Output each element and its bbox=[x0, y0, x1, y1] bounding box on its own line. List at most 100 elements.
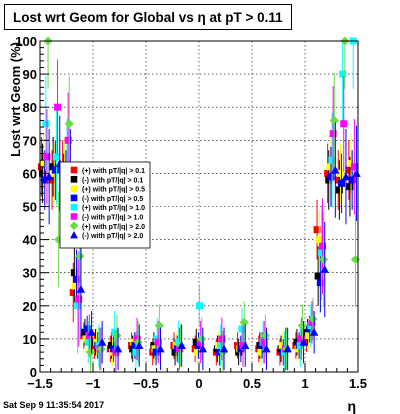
y-axis-label: Lost wrt Geom (%) bbox=[8, 42, 23, 157]
data-point bbox=[260, 338, 268, 346]
x-tick-label: 1 bbox=[301, 376, 308, 391]
data-point bbox=[174, 338, 182, 346]
data-point bbox=[193, 348, 201, 356]
data-point bbox=[339, 70, 347, 78]
data-point bbox=[297, 321, 307, 331]
legend-label: (+) with pT/|q| > 2.0 bbox=[82, 224, 145, 231]
x-tick-label: 0 bbox=[195, 376, 202, 391]
data-point bbox=[308, 314, 318, 324]
data-point bbox=[218, 335, 226, 343]
data-point bbox=[305, 332, 313, 340]
data-point bbox=[197, 334, 207, 344]
y-tick-label: 90 bbox=[23, 67, 37, 82]
data-point bbox=[257, 348, 265, 356]
data-point bbox=[309, 328, 319, 336]
legend-label: (+) with pT/|q| > 1.0 bbox=[82, 205, 145, 212]
data-point bbox=[73, 275, 81, 283]
data-point bbox=[335, 186, 343, 194]
data-point bbox=[133, 337, 143, 347]
x-axis-label: η bbox=[347, 398, 356, 414]
series bbox=[43, 36, 360, 372]
data-point bbox=[198, 344, 208, 353]
y-tick-label: 10 bbox=[23, 332, 37, 347]
data-point bbox=[74, 302, 82, 310]
legend-marker bbox=[70, 166, 78, 174]
legend-label: (-) with pT/|q| > 0.1 bbox=[82, 177, 143, 184]
footer-timestamp: Sat Sep 9 11:35:54 2017 bbox=[3, 400, 105, 410]
data-point bbox=[40, 159, 48, 167]
y-tick-label: 100 bbox=[15, 34, 37, 49]
legend-label: (+) with pT/|q| > 0.5 bbox=[82, 187, 145, 194]
data-point bbox=[262, 344, 271, 353]
data-point bbox=[83, 325, 91, 333]
data-point bbox=[341, 172, 351, 181]
data-point bbox=[299, 338, 308, 346]
data-point bbox=[85, 347, 95, 357]
data-point bbox=[42, 120, 50, 128]
legend-marker bbox=[70, 194, 78, 202]
data-point bbox=[52, 153, 60, 161]
data-point bbox=[75, 251, 85, 261]
data-point bbox=[177, 341, 186, 350]
data-point bbox=[326, 163, 334, 171]
x-tick-label: 0.5 bbox=[243, 376, 261, 391]
legend-marker bbox=[70, 213, 78, 220]
data-point bbox=[329, 115, 339, 125]
legend-marker bbox=[69, 221, 79, 231]
y-tick-label: 60 bbox=[23, 166, 37, 181]
data-point bbox=[75, 295, 83, 303]
data-point bbox=[87, 328, 96, 336]
data-point bbox=[239, 317, 249, 327]
data-point bbox=[328, 156, 336, 164]
data-point bbox=[41, 176, 49, 184]
y-tick-label: 70 bbox=[23, 133, 37, 148]
y-tick-label: 30 bbox=[23, 266, 37, 281]
y-tick-label: 20 bbox=[23, 299, 37, 314]
data-point bbox=[96, 344, 106, 354]
data-point bbox=[316, 279, 324, 287]
y-tick-label: 50 bbox=[23, 200, 37, 215]
data-point bbox=[319, 254, 329, 265]
data-point bbox=[327, 173, 335, 181]
data-point bbox=[297, 335, 305, 343]
data-point bbox=[336, 169, 344, 177]
data-point bbox=[64, 119, 74, 129]
data-point bbox=[313, 226, 321, 234]
data-point bbox=[113, 344, 123, 353]
data-point bbox=[331, 165, 340, 174]
data-point bbox=[135, 341, 144, 350]
data-point bbox=[43, 153, 51, 161]
data-point bbox=[241, 341, 250, 350]
data-point bbox=[340, 120, 348, 128]
x-tick-label: −0.5 bbox=[133, 376, 159, 391]
data-point bbox=[346, 183, 354, 191]
data-point bbox=[320, 265, 329, 273]
data-point bbox=[154, 321, 164, 331]
x-tick-label: 1.5 bbox=[349, 376, 367, 391]
data-point bbox=[84, 338, 92, 346]
legend-marker bbox=[70, 231, 78, 239]
data-point bbox=[54, 103, 62, 111]
data-point bbox=[111, 328, 119, 336]
data-point bbox=[319, 242, 327, 250]
data-point bbox=[317, 249, 325, 257]
data-point bbox=[315, 236, 323, 244]
x-tick-label: −1.5 bbox=[27, 376, 53, 391]
data-point bbox=[350, 254, 360, 265]
data-point bbox=[238, 325, 246, 333]
data-point bbox=[152, 348, 160, 356]
data-point bbox=[97, 338, 107, 346]
data-point bbox=[345, 166, 353, 174]
legend-label: (-) with pT/|q| > 2.0 bbox=[82, 233, 143, 240]
data-point bbox=[132, 348, 140, 356]
data-point bbox=[71, 282, 79, 290]
y-tick-label: 0 bbox=[30, 365, 37, 380]
legend-label: (-) with pT/|q| > 0.5 bbox=[82, 196, 143, 203]
data-point bbox=[69, 289, 77, 297]
data-point bbox=[352, 169, 361, 177]
legend-marker bbox=[70, 203, 78, 211]
data-point bbox=[196, 302, 204, 310]
data-point bbox=[44, 172, 54, 181]
data-point bbox=[329, 130, 337, 138]
